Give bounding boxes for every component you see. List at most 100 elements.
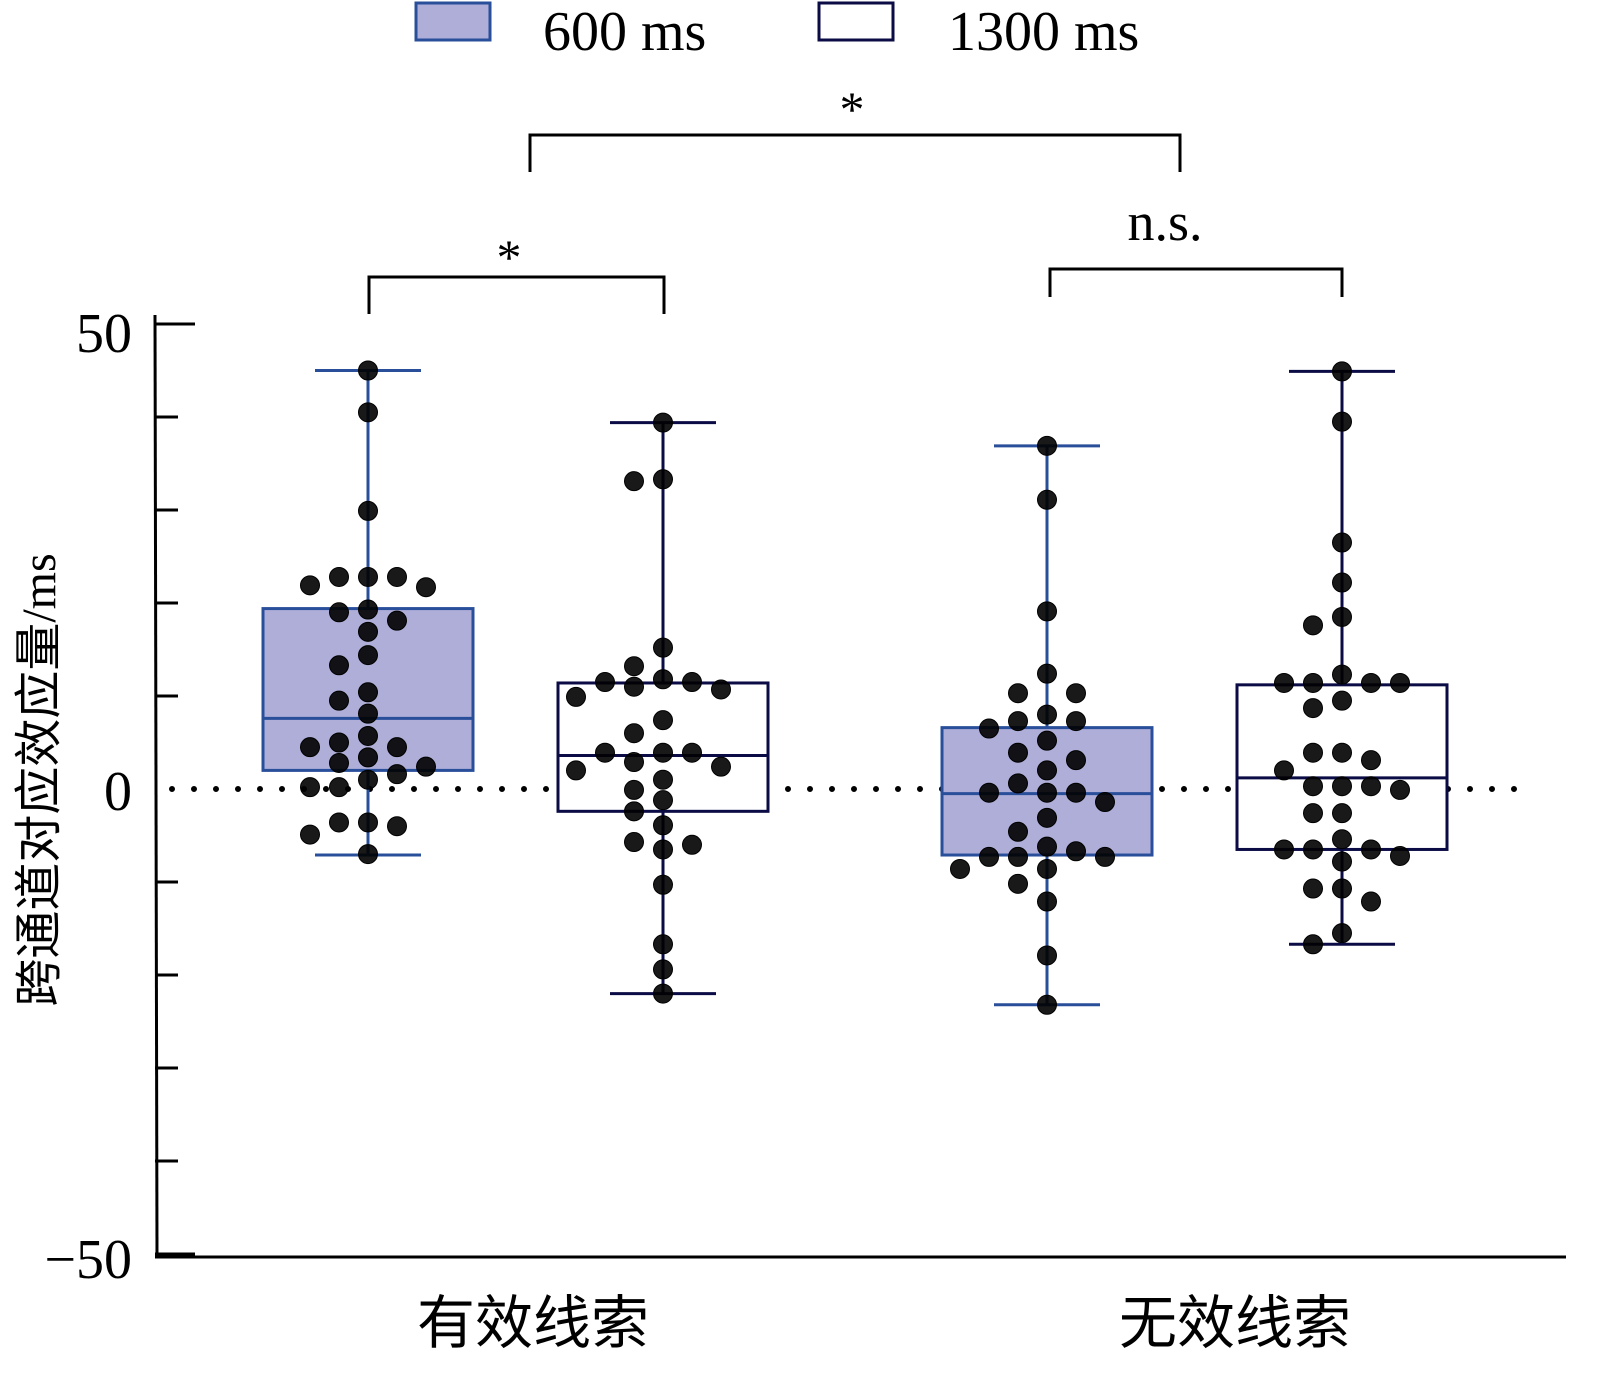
data-point (624, 676, 644, 697)
data-point (329, 602, 349, 623)
data-point (1037, 760, 1057, 781)
data-point (624, 723, 644, 744)
data-point (1037, 807, 1057, 828)
data-point (358, 645, 378, 666)
data-point (1303, 615, 1323, 636)
data-point (1274, 839, 1294, 860)
data-point (387, 737, 407, 758)
data-point (682, 834, 702, 855)
data-point (653, 710, 673, 731)
data-point (329, 566, 349, 587)
data-point (624, 752, 644, 773)
bracket-invalid-cue (1048, 267, 1344, 297)
data-point (416, 756, 436, 777)
data-point (300, 575, 320, 596)
data-point (1332, 776, 1352, 797)
data-point (1008, 711, 1028, 732)
data-point (1095, 792, 1115, 813)
data-point (1095, 846, 1115, 867)
data-point (1332, 606, 1352, 627)
data-point (1008, 873, 1028, 894)
data-point (1303, 878, 1323, 899)
bracket-between-cues (528, 133, 1182, 172)
data-point (358, 812, 378, 833)
legend: 600 ms 1300 ms (414, 1, 1139, 63)
data-point (1008, 773, 1028, 794)
data-point (653, 959, 673, 980)
data-point (1303, 934, 1323, 955)
data-point (1303, 672, 1323, 693)
data-point (566, 760, 586, 781)
legend-swatch-1300ms (817, 1, 895, 42)
data-point (1390, 779, 1410, 800)
data-point (1037, 891, 1057, 912)
y-tick-label-50: 50 (76, 303, 132, 365)
significance-label-between-cues: * (840, 81, 865, 137)
data-point (329, 777, 349, 798)
data-point (1037, 663, 1057, 684)
data-point (653, 815, 673, 836)
data-point (1037, 858, 1057, 879)
data-point (1066, 711, 1086, 732)
boxes (261, 360, 1449, 1015)
data-point (300, 737, 320, 758)
data-point (624, 832, 644, 853)
data-point (653, 669, 673, 690)
data-point (329, 690, 349, 711)
data-point (1008, 683, 1028, 704)
data-point (1037, 489, 1057, 510)
data-point (1361, 750, 1381, 771)
data-point (1303, 803, 1323, 824)
x-axis: 有效线索 无效线索 (155, 1255, 1566, 1356)
data-point (358, 599, 378, 620)
box-1300ms-有效线索 (556, 412, 770, 1004)
y-axis: 50 0 −50 跨通道对应效应量/ms (13, 303, 195, 1291)
data-point (1037, 730, 1057, 751)
data-point (387, 610, 407, 631)
data-point (358, 566, 378, 587)
data-point (329, 655, 349, 676)
box-600ms-无效线索 (940, 435, 1154, 1015)
data-point (624, 656, 644, 677)
data-point (300, 824, 320, 845)
data-point (653, 839, 673, 860)
data-point (358, 360, 378, 381)
y-axis-title: 跨通道对应效应量/ms (13, 553, 66, 1006)
box-1300ms-无效线索 (1235, 361, 1449, 955)
data-point (358, 725, 378, 746)
significance-brackets (367, 133, 1344, 314)
y-axis-line (153, 314, 159, 1259)
data-point (1332, 742, 1352, 763)
data-point (1390, 845, 1410, 866)
data-point (653, 769, 673, 790)
data-point (358, 402, 378, 423)
data-point (1008, 846, 1028, 867)
data-point (1361, 839, 1381, 860)
y-tick-label-neg50: −50 (44, 1229, 132, 1291)
data-point (624, 779, 644, 800)
data-point (950, 858, 970, 879)
data-point (387, 566, 407, 587)
x-category-label-valid: 有效线索 (417, 1291, 649, 1356)
data-point (1332, 532, 1352, 553)
data-point (682, 672, 702, 693)
data-point (1037, 435, 1057, 456)
data-point (1066, 841, 1086, 862)
legend-label-600ms: 600 ms (543, 1, 706, 63)
data-point (1037, 945, 1057, 966)
data-point (653, 934, 673, 955)
data-point (1066, 782, 1086, 803)
significance-label-invalid-cue: n.s. (1127, 192, 1202, 252)
data-point (358, 682, 378, 703)
data-point (358, 621, 378, 642)
data-point (1332, 878, 1352, 899)
data-point (1008, 742, 1028, 763)
y-tick-label-0: 0 (104, 761, 132, 823)
data-point (358, 844, 378, 865)
data-point (1066, 750, 1086, 771)
data-point (1037, 836, 1057, 857)
data-point (1037, 994, 1057, 1015)
data-point (1008, 821, 1028, 842)
data-point (1303, 698, 1323, 719)
